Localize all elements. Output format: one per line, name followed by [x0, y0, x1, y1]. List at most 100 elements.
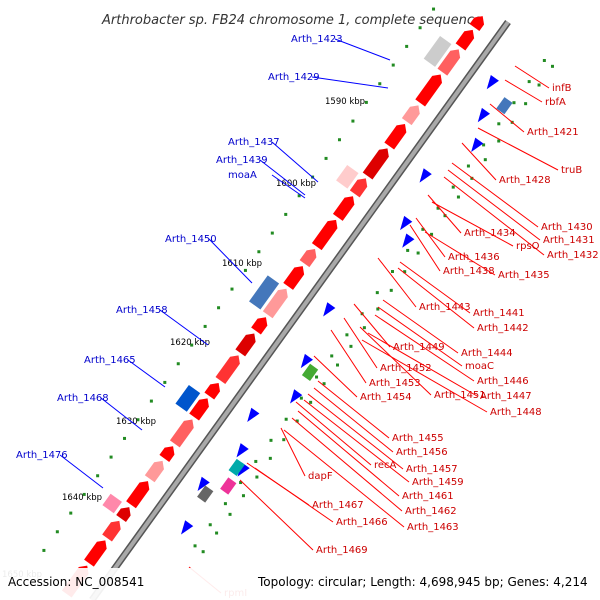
gc-dot — [512, 101, 516, 105]
gc-dot — [176, 362, 180, 366]
gc-dot — [466, 164, 470, 168]
gc-dot — [389, 288, 393, 292]
reverse-leader-line — [239, 479, 314, 551]
gc-dot — [269, 438, 273, 442]
tick-label: 1590 kbp — [325, 97, 365, 107]
reverse-gene — [469, 16, 485, 31]
gc-dot — [268, 456, 272, 460]
reverse-gene-label: Arth_1466 — [336, 517, 388, 528]
gc-dot — [309, 400, 313, 404]
gc-dot — [403, 270, 407, 274]
reverse-leader-line — [443, 176, 545, 256]
forward-gene-label: Arth_1450 — [165, 234, 217, 245]
reverse-gene — [169, 419, 194, 448]
gc-dot — [322, 382, 326, 386]
reverse-gene-label: Arth_1455 — [392, 433, 444, 444]
reverse-gene — [299, 249, 317, 268]
reverse-gene-label: Arth_1469 — [316, 545, 368, 556]
forward-gene-label: Arth_1458 — [116, 305, 168, 316]
reverse-gene-block — [249, 275, 280, 310]
reverse-leader-line — [377, 306, 463, 367]
kbp-ticks: 1590 kbp 1600 kbp 1610 kbp 1620 kbp 1630 kbp… — [2, 97, 365, 580]
reverse-gene-label: Arth_1457 — [406, 464, 458, 475]
reverse-gene-block — [336, 164, 359, 189]
forward-gene-block — [496, 97, 513, 115]
gc-dot — [315, 375, 319, 379]
forward-leader-line — [271, 174, 306, 199]
gc-dot — [190, 343, 194, 347]
reverse-gene — [102, 520, 121, 542]
gc-dot — [82, 492, 86, 496]
reverse-leader-line — [353, 303, 391, 348]
gc-dot — [299, 396, 303, 400]
reverse-leader-line — [313, 387, 394, 453]
backbone — [89, 19, 511, 600]
gc-dot — [483, 158, 487, 162]
reverse-leader-line — [374, 314, 475, 382]
reverse-gene-label: infB — [552, 83, 572, 94]
forward-gene-label: Arth_1437 — [228, 137, 280, 148]
reverse-gene-label: Arth_1441 — [473, 308, 525, 319]
gc-dot — [375, 291, 379, 295]
gc-dot — [223, 502, 227, 506]
reverse-leader-line — [447, 169, 541, 241]
reverse-gene-label: rbfA — [545, 97, 566, 108]
forward-gene — [419, 168, 432, 183]
forward-gene-label: Arth_1465 — [84, 355, 136, 366]
forward-gene-block — [197, 485, 214, 503]
reverse-gene-label: Arth_1456 — [396, 447, 448, 458]
forward-gene — [486, 74, 499, 90]
forward-leader-line — [59, 454, 104, 489]
reverse-leader-line — [361, 339, 488, 413]
reverse-leader-line — [377, 257, 417, 308]
reverse-gene-block — [102, 493, 122, 514]
reverse-leader-line — [307, 393, 404, 470]
forward-gene — [290, 389, 303, 404]
reverse-leader-line — [504, 79, 543, 103]
gc-dot — [527, 80, 531, 84]
reverse-gene-label: Arth_1452 — [380, 363, 432, 374]
reverse-leader-line — [367, 332, 478, 397]
gc-dot — [201, 550, 205, 554]
forward-gene — [477, 107, 491, 123]
reverse-gene — [384, 124, 407, 150]
reverse-leader-line — [415, 217, 446, 258]
tick-label: 1620 kbp — [170, 338, 210, 348]
gc-dot — [149, 399, 153, 403]
gc-dot — [282, 438, 286, 442]
gc-dot — [405, 44, 409, 48]
reverse-leader-line — [303, 399, 410, 483]
forward-leader-line — [100, 397, 143, 431]
reverse-leader-line — [343, 317, 378, 369]
reverse-gene — [283, 266, 305, 290]
reverse-gene-label: Arth_1451 — [434, 390, 486, 401]
gc-dot — [349, 344, 353, 348]
gc-dot — [69, 511, 73, 515]
forward-gene — [247, 407, 260, 423]
reverse-leader-line — [397, 267, 475, 329]
gc-dot — [239, 481, 243, 485]
reverse-gene — [235, 333, 256, 357]
forward-gene-label: moaA — [228, 170, 257, 181]
forward-gene — [181, 520, 194, 535]
forward-leader-line — [159, 309, 209, 346]
reverse-gene-label: Arth_1446 — [477, 376, 529, 387]
reverse-gene — [116, 507, 131, 523]
forward-leader-line — [208, 238, 253, 284]
forward-genes — [181, 74, 513, 535]
reverse-gene-label: Arth_1463 — [407, 522, 459, 533]
reverse-gene — [401, 105, 420, 126]
gc-dot — [432, 7, 436, 11]
forward-gene — [402, 233, 415, 248]
forward-leader-line — [271, 141, 319, 183]
gc-dot — [406, 248, 410, 252]
gc-dot — [203, 324, 207, 328]
reverse-gene-label: recA — [374, 460, 397, 471]
gc-dot — [430, 232, 434, 236]
reverse-gene-label: Arth_1421 — [527, 127, 579, 138]
reverse-leader-line — [477, 127, 559, 171]
reverse-leader-line — [489, 103, 525, 133]
forward-gene-block — [228, 458, 245, 477]
forward-gene — [236, 443, 249, 458]
